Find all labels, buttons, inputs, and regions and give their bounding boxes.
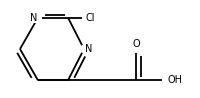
Text: Cl: Cl — [85, 13, 95, 23]
Text: N: N — [85, 44, 92, 54]
Text: N: N — [30, 13, 37, 23]
Text: O: O — [132, 39, 140, 49]
Text: OH: OH — [167, 75, 182, 85]
